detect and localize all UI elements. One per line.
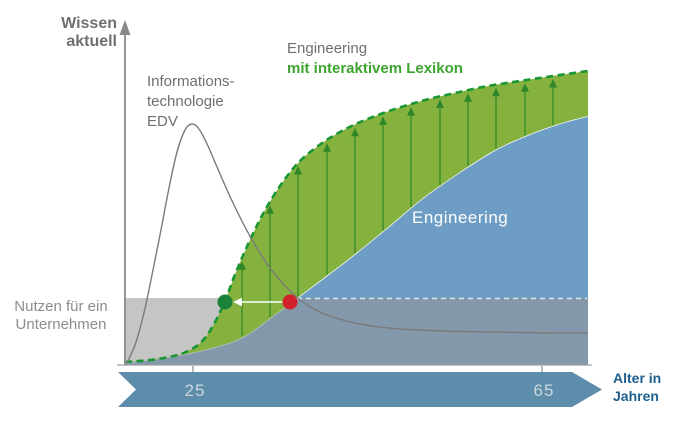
threshold-band bbox=[125, 298, 588, 365]
gain-arrow-head-icon bbox=[549, 79, 557, 88]
x-axis-title-line1: Alter in bbox=[613, 370, 661, 386]
gain-arrows bbox=[238, 79, 557, 337]
gain-arrow-head-icon bbox=[323, 143, 331, 152]
y-axis-arrowhead-icon bbox=[119, 20, 131, 35]
lexikon-label-line1: Engineering bbox=[287, 40, 367, 57]
gain-arrow-head-icon bbox=[266, 205, 274, 214]
gain-arrow-head-icon bbox=[521, 83, 529, 92]
gain-arrow-head-icon bbox=[436, 99, 444, 108]
edv-label-line2: technologie bbox=[147, 93, 224, 110]
shift-arrow-head-icon bbox=[233, 297, 242, 307]
lexikon-area bbox=[125, 71, 588, 363]
gain-arrow-head-icon bbox=[379, 116, 387, 125]
x-axis-title-line2: Jahren bbox=[613, 388, 659, 404]
gain-arrow-head-icon bbox=[351, 127, 359, 137]
edv-label-line3: EDV bbox=[147, 113, 178, 130]
lexikon-label-line2: mit interaktivem Lexikon bbox=[287, 60, 463, 77]
engineering-threshold-dot bbox=[282, 294, 298, 310]
gain-arrow-head-icon bbox=[407, 107, 415, 116]
y-axis-title-line1: Wissen bbox=[61, 15, 117, 32]
age-axis-band bbox=[118, 372, 602, 407]
threshold-label-line2: Unternehmen bbox=[16, 316, 107, 333]
engineering-area-label: Engineering bbox=[412, 208, 508, 227]
gain-arrow-head-icon bbox=[238, 261, 246, 270]
age-label-65: 65 bbox=[534, 381, 555, 400]
y-axis-title-line2: aktuell bbox=[66, 33, 117, 50]
gain-arrow-head-icon bbox=[294, 166, 302, 175]
age-label-25: 25 bbox=[185, 381, 206, 400]
gain-arrow-head-icon bbox=[492, 87, 500, 97]
threshold-label-line1: Nutzen für ein bbox=[14, 298, 107, 315]
lexikon-threshold-dot bbox=[217, 294, 233, 310]
edv-label-line1: Informations- bbox=[147, 73, 235, 90]
edv-curve bbox=[126, 123, 589, 364]
gain-arrow-head-icon bbox=[464, 93, 472, 102]
